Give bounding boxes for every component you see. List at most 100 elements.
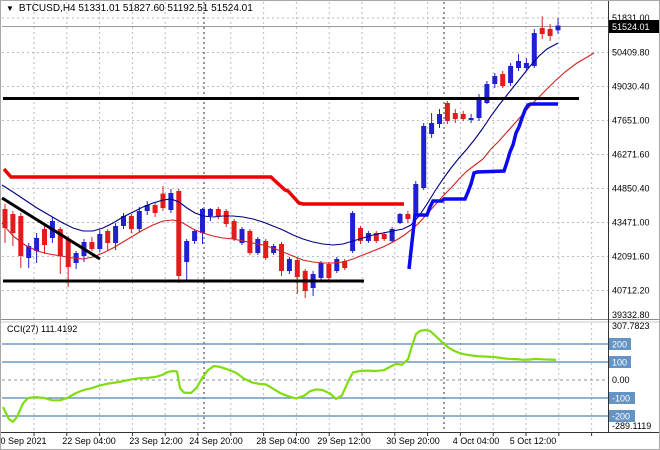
bear-candle (460, 111, 466, 122)
price-axis[interactable]: 51831.00 50409.80 49030.40 47651.00 46271.60… (609, 13, 660, 320)
bull-candle (184, 239, 190, 283)
time-axis-label: 22 Sep 04:00 (62, 436, 116, 446)
bull-candle (484, 81, 490, 105)
bull-candle (200, 208, 205, 245)
time-axis-label: 24 Sep 20:00 (189, 436, 243, 446)
bull-candle (523, 58, 529, 72)
time-axis-label: 28 Sep 04:00 (256, 436, 310, 446)
grid-layer (2, 2, 608, 432)
bear-candle (18, 213, 24, 268)
time-axis-label: 23 Sep 12:00 (129, 436, 183, 446)
bull-candle (429, 113, 435, 138)
bull-candle (413, 181, 419, 218)
bull-candle (437, 109, 442, 128)
time-axis-label: 5 Oct 12:00 (510, 436, 557, 446)
bear-candle (128, 214, 134, 233)
bear-candle (358, 226, 363, 245)
time-axis-label: 29 Sep 12:00 (317, 436, 371, 446)
cci-max-label: 307.7823 (612, 321, 650, 331)
trend-stop-blue-line (407, 102, 558, 270)
price-axis-label: 42091.60 (612, 252, 650, 262)
time-axis-label: 20 Sep 2021 (1, 436, 47, 446)
bull-candle (397, 213, 403, 225)
price-axis-label: 39332.80 (612, 310, 650, 320)
bear-candle (89, 237, 95, 252)
ma-slow-line (1, 52, 595, 264)
price-axis-label: 51831.00 (612, 13, 650, 23)
bull-candle (239, 227, 245, 245)
cci-line (2, 328, 557, 423)
bear-candle (42, 226, 47, 255)
bull-candle (516, 54, 521, 72)
black-lines-layer (1, 97, 579, 283)
bear-candle (231, 219, 237, 242)
price-axis-label: 50409.80 (612, 48, 650, 58)
cci-level-badge (609, 392, 635, 404)
cci-level-badge (609, 356, 631, 368)
bull-candle (192, 229, 198, 245)
cci-level-badge-text: -100 (612, 394, 630, 404)
cci-min-label: -289.1119 (612, 421, 651, 431)
cci-level-badge (609, 338, 631, 350)
bear-candle (294, 258, 300, 295)
price-axis-label: 44850.40 (612, 184, 650, 194)
bear-candle (444, 101, 450, 125)
price-axis-label: 49030.40 (612, 82, 650, 92)
bear-candle (152, 203, 158, 218)
current-price-badge-text: 51524.01 (612, 22, 650, 32)
bull-candle (531, 29, 537, 68)
current-price-badge (609, 20, 659, 33)
cci-level-badge-text: 100 (612, 358, 627, 368)
pane-borders (1, 1, 659, 436)
bull-candle (468, 114, 474, 123)
bull-candle (121, 213, 126, 230)
price-axis-label: 46271.60 (612, 150, 650, 160)
ma-fast-line (1, 42, 559, 246)
bear-candle (326, 262, 332, 280)
bull-candle (97, 229, 103, 253)
bull-candle (286, 256, 292, 275)
candles-layer (2, 16, 561, 299)
bear-candle (2, 203, 8, 243)
cci-indicator-label: CCI(27) 111.4192 (7, 324, 78, 334)
bull-candle (271, 244, 277, 255)
price-axis-label: 40712.20 (612, 286, 650, 296)
bear-candle (539, 16, 545, 40)
bull-candle (113, 223, 119, 251)
descending-trendline[interactable] (1, 196, 101, 261)
bear-candle (105, 229, 111, 251)
bull-candle (34, 233, 40, 263)
chart-title-ohlc: BTCUSD,H4 51331.01 51827.60 51192.51 515… (18, 3, 253, 14)
cci-axis[interactable]: 307.7823 -289.1119 0.00 200 100 -100 -200 (609, 321, 651, 431)
time-axis-label: 30 Sep 20:00 (386, 436, 440, 446)
symbol-dropdown-icon[interactable]: ▼ (6, 3, 14, 13)
price-axis-label: 43471.00 (612, 218, 650, 228)
bull-candle (168, 189, 174, 213)
cci-level-badge-text: -200 (612, 412, 630, 422)
bull-candle (389, 227, 395, 243)
bear-candle (373, 231, 379, 243)
bull-candle (365, 231, 371, 243)
cci-level-badge-text: 200 (612, 340, 627, 350)
bear-candle (176, 189, 182, 283)
trend-stop-red-line (2, 167, 404, 206)
cci-level-badge (609, 410, 635, 422)
chart-title-bar: ▼ BTCUSD,H4 51331.01 51827.60 51192.51 5… (6, 3, 253, 14)
bull-candle (207, 208, 213, 222)
bear-candle (160, 186, 166, 212)
time-axis[interactable]: 20 Sep 2021 22 Sep 04:00 23 Sep 12:00 24 Se… (1, 436, 556, 446)
bear-candle (215, 207, 221, 220)
bear-candle (302, 269, 308, 299)
bear-candle (500, 71, 506, 88)
time-axis-label: 4 Oct 04:00 (453, 436, 500, 446)
bull-candle (310, 271, 316, 297)
bull-candle (350, 211, 356, 253)
price-axis-label: 47651.00 (612, 116, 650, 126)
bull-candle (334, 256, 340, 273)
bull-candle (555, 18, 561, 34)
bear-candle (10, 211, 16, 247)
bear-candle (279, 242, 284, 277)
bull-candle (136, 207, 142, 232)
